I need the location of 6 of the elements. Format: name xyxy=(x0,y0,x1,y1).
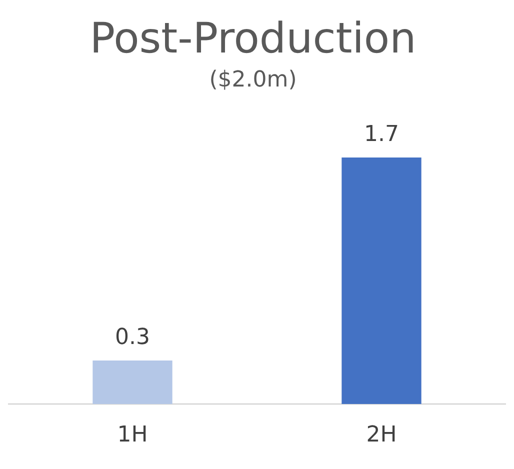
x-tick-label: 1H xyxy=(117,422,148,448)
data-label: 1.7 xyxy=(364,122,399,147)
data-label: 0.3 xyxy=(115,325,150,350)
chart-subtitle: ($2.0m) xyxy=(209,68,297,92)
x-tick-label: 2H xyxy=(366,422,397,448)
chart-title: Post-Production xyxy=(90,14,416,62)
